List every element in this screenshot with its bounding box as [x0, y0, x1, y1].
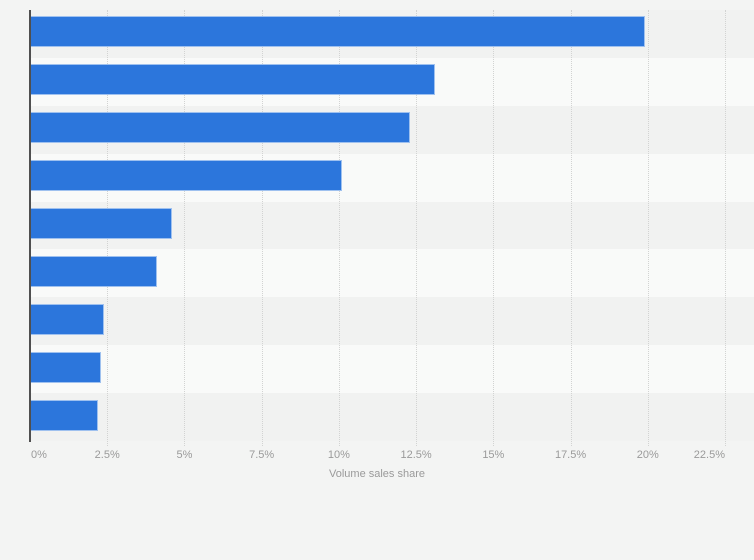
bar[interactable]	[30, 208, 173, 239]
gridline	[338, 10, 340, 446]
bar[interactable]	[30, 112, 410, 144]
y-axis-line	[29, 10, 31, 442]
x-tick-label: 10%	[327, 449, 350, 461]
row-band	[30, 393, 754, 441]
bar[interactable]	[30, 64, 435, 96]
bar[interactable]	[30, 255, 157, 287]
x-tick-label: 0%	[31, 449, 47, 461]
bar[interactable]	[30, 303, 105, 335]
bar[interactable]	[30, 160, 342, 192]
x-tick-label: 22.5%	[693, 449, 725, 461]
x-tick-label: 12.5%	[400, 449, 432, 461]
row-band	[30, 297, 754, 346]
x-tick-label: 5%	[176, 449, 193, 461]
gridline	[647, 10, 649, 446]
x-tick-label: 17.5%	[554, 449, 587, 461]
x-tick-label: 15%	[482, 449, 505, 461]
gridline	[184, 10, 186, 446]
x-tick-label: 20%	[636, 449, 659, 461]
bar[interactable]	[30, 16, 645, 48]
gridline	[725, 10, 726, 446]
x-axis-title: Volume sales share	[329, 468, 425, 480]
x-axis-labels: 0% 2.5% 5% 7.5% 10% 12.5% 15% 17.5% 20% 22.5%	[0, 449, 754, 463]
plot-area	[30, 10, 754, 446]
gridline	[570, 10, 572, 446]
gridline	[493, 10, 495, 446]
x-tick-label: 7.5%	[249, 449, 275, 461]
x-tick-label: 2.5%	[94, 449, 120, 461]
gridline	[416, 10, 418, 446]
row-band	[30, 345, 754, 394]
bar[interactable]	[30, 351, 102, 383]
gridline	[261, 10, 263, 446]
bar[interactable]	[30, 399, 98, 431]
